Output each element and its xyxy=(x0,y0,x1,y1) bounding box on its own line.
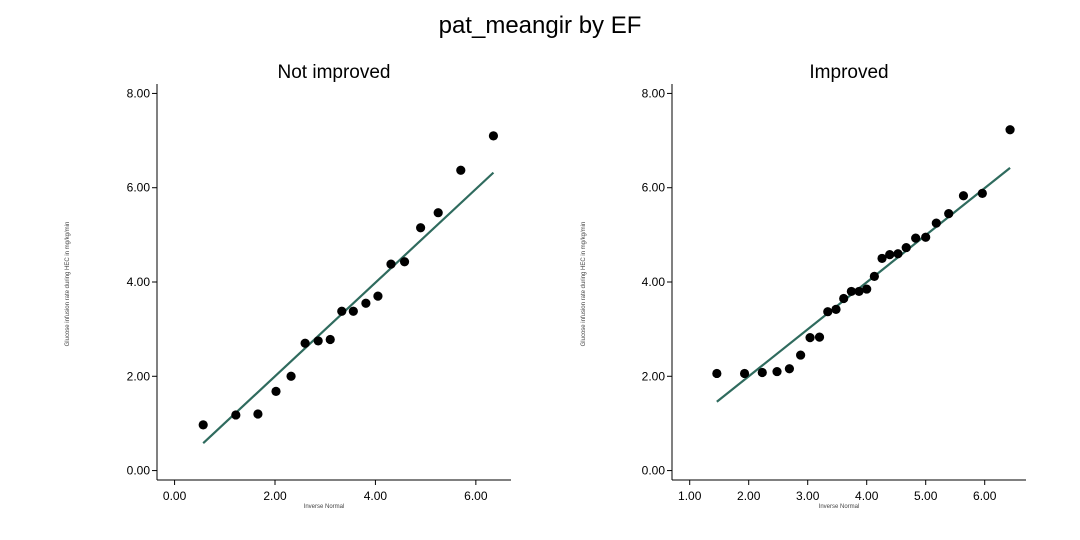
data-point xyxy=(386,259,396,269)
y-tick-label: 4.00 xyxy=(642,275,666,289)
data-point xyxy=(1005,125,1015,135)
x-axis-label: Inverse Normal xyxy=(304,504,345,510)
data-point xyxy=(416,223,426,233)
x-tick-label: 4.00 xyxy=(855,489,879,503)
y-tick-label: 4.00 xyxy=(127,275,151,289)
data-point xyxy=(869,271,879,281)
y-tick-label: 2.00 xyxy=(642,369,666,383)
data-point xyxy=(348,306,358,316)
panel-1: Not improved 0.00 2.00 4.00 6.00 8.00 0.00 2.00… xyxy=(65,62,511,510)
data-point xyxy=(488,131,499,141)
data-point xyxy=(921,232,931,242)
data-point xyxy=(456,165,466,175)
data-point xyxy=(325,334,335,345)
x-tick-label: 5.00 xyxy=(914,489,938,503)
data-point xyxy=(893,249,903,259)
data-point xyxy=(373,291,383,301)
data-point xyxy=(846,286,856,297)
data-point xyxy=(772,366,782,377)
y-tick-label: 8.00 xyxy=(127,86,151,100)
data-point xyxy=(712,368,722,379)
y-axis-label: Glucose infusion rate during HEC in mg/k… xyxy=(581,222,587,347)
data-point xyxy=(300,338,310,348)
x-tick-label: 1.00 xyxy=(678,489,702,503)
data-point xyxy=(271,386,281,396)
fit-line xyxy=(202,171,495,445)
data-point xyxy=(253,409,263,419)
data-point xyxy=(877,253,887,264)
data-point xyxy=(286,371,296,381)
data-point xyxy=(361,298,371,308)
x-tick-label: 0.00 xyxy=(163,489,187,503)
y-tick-label: 2.00 xyxy=(127,369,151,383)
data-point xyxy=(198,420,208,430)
x-tick-label: 2.00 xyxy=(737,489,761,503)
data-point xyxy=(854,286,864,297)
data-point xyxy=(885,250,895,260)
data-point xyxy=(958,191,969,201)
data-point xyxy=(931,218,941,228)
x-axis-label: Inverse Normal xyxy=(819,504,860,510)
x-tick-label: 3.00 xyxy=(796,489,820,503)
x-tick-label: 6.00 xyxy=(464,489,488,503)
y-tick-label: 6.00 xyxy=(127,181,151,195)
panel-2: Improved 0.00 2.00 4.00 6.00 8.00 1.00 2.00 3.00… xyxy=(581,62,1026,510)
data-point xyxy=(814,332,825,342)
data-point xyxy=(313,336,323,346)
x-tick-label: 4.00 xyxy=(364,489,388,503)
x-tick-label: 6.00 xyxy=(973,489,997,503)
data-point xyxy=(944,209,954,219)
y-axis-label: Glucose infusion rate during HEC in mg/k… xyxy=(65,222,71,347)
panel-title: Improved xyxy=(809,62,888,83)
main-title: pat_meangir by EF xyxy=(438,12,642,39)
data-point xyxy=(823,307,833,317)
data-point xyxy=(231,410,241,420)
data-point xyxy=(839,293,849,304)
data-point xyxy=(901,242,911,253)
y-tick-label: 8.00 xyxy=(642,86,666,100)
data-point xyxy=(805,333,815,343)
data-point xyxy=(739,368,750,379)
data-point xyxy=(784,364,795,374)
y-tick-label: 0.00 xyxy=(642,464,666,478)
data-point xyxy=(831,304,841,314)
fit-line xyxy=(716,167,1011,403)
data-point xyxy=(911,233,921,243)
x-tick-label: 2.00 xyxy=(263,489,287,503)
data-point xyxy=(977,188,987,198)
panel-title: Not improved xyxy=(278,62,391,83)
data-point xyxy=(399,257,410,267)
data-point xyxy=(337,306,347,316)
data-point xyxy=(862,284,872,294)
y-tick-label: 0.00 xyxy=(127,464,151,478)
data-point xyxy=(433,208,443,218)
data-point xyxy=(796,350,806,360)
y-tick-label: 6.00 xyxy=(642,181,666,195)
data-point xyxy=(757,367,767,378)
